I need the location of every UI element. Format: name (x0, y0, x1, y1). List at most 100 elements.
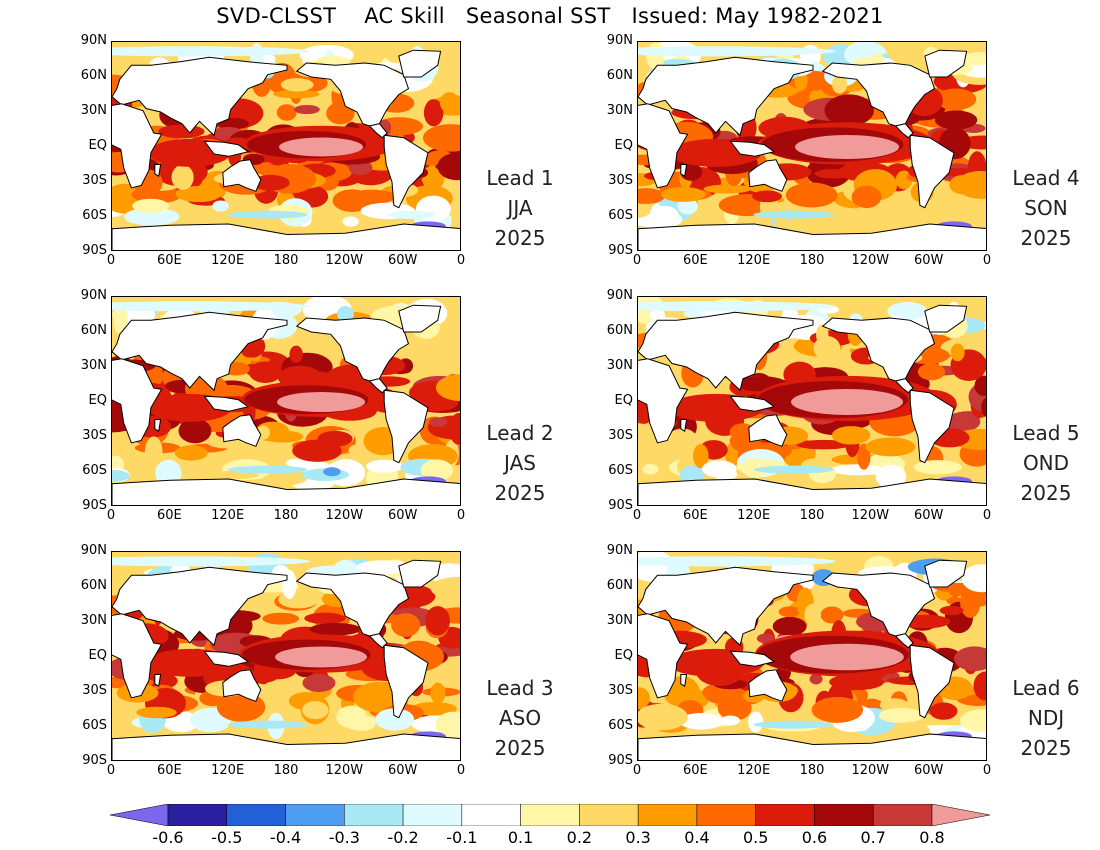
land-australia (222, 159, 262, 192)
lead-season: NDJ (1027, 706, 1065, 730)
land-africa (638, 613, 689, 699)
land-eurasia (638, 566, 814, 647)
skill-map-panel (111, 41, 461, 251)
lead-lead: Lead 6 (1012, 676, 1080, 700)
lat-tick-label: 90N (606, 33, 633, 48)
lat-tick-label: 30S (82, 173, 107, 188)
colorbar-box (755, 804, 815, 826)
land-greenland (398, 559, 442, 588)
lat-tick-label: 60S (82, 208, 107, 223)
lat-tick-label: 30N (606, 103, 633, 118)
land-australia (748, 669, 788, 702)
colorbar (110, 804, 990, 826)
land-north-america (295, 317, 410, 382)
skill-map-panel (637, 41, 987, 251)
land-greenland (398, 304, 442, 333)
land-madagascar (680, 164, 688, 178)
lon-tick-label: 0 (982, 508, 992, 523)
colorbar-tick-label: 0.6 (801, 828, 828, 847)
land-africa (112, 103, 163, 189)
lat-tick-label: 90S (82, 753, 107, 768)
lead-label: Lead 5 OND 2025 (991, 418, 1100, 508)
colorbar-tick-label: 0.2 (566, 828, 593, 847)
skill-map (638, 297, 986, 505)
lon-tick-label: 0 (982, 763, 992, 778)
lon-tick-label: 0 (456, 763, 466, 778)
skill-map (112, 552, 460, 760)
colorbar-tick-label: -0.3 (328, 828, 360, 847)
lat-tick-label: 30N (606, 358, 633, 373)
lat-tick-label: EQ (614, 648, 633, 663)
colorbar-box (226, 804, 286, 826)
lon-tick-label: 120W (325, 253, 364, 268)
land-australia (748, 159, 788, 192)
lead-year: 2025 (494, 226, 546, 250)
lead-label: Lead 6 NDJ 2025 (991, 673, 1100, 763)
colorbar-tick-label: -0.5 (211, 828, 243, 847)
lead-season: JJA (507, 196, 533, 220)
land-antarctica (112, 733, 460, 760)
land-australia (222, 414, 262, 447)
figure-title: SVD-CLSST AC Skill Seasonal SST Issued: … (216, 4, 884, 28)
lat-tick-label: EQ (614, 393, 633, 408)
lat-tick-label: 60S (82, 718, 107, 733)
lat-tick-label: 60N (80, 68, 107, 83)
lat-tick-label: EQ (88, 393, 107, 408)
colorbar-tick-label: 0.8 (919, 828, 945, 847)
lat-tick-label: 30S (82, 683, 107, 698)
colorbar-box (402, 804, 463, 826)
lat-tick-label: 90S (82, 498, 107, 513)
skill-map-panel (111, 551, 461, 761)
land-south-america (383, 134, 429, 209)
lead-season: OND (1022, 451, 1070, 475)
lon-tick-label: 120E (737, 508, 771, 523)
lat-tick-label: 60S (608, 463, 633, 478)
lon-tick-label: 120W (325, 508, 364, 523)
lat-tick-label: 90N (606, 288, 633, 303)
lat-tick-label: 90S (608, 753, 633, 768)
lat-tick-label: 90S (608, 498, 633, 513)
land-africa (112, 358, 163, 444)
land-indonesia (203, 140, 250, 157)
lead-label: Lead 1 JJA 2025 (465, 163, 575, 253)
colorbar-box (814, 804, 874, 826)
colorbar-box (872, 804, 933, 826)
colorbar-box (461, 804, 521, 826)
colorbar-box (167, 804, 228, 826)
lon-tick-label: 60E (156, 763, 182, 778)
lon-tick-label: 0 (456, 253, 466, 268)
lon-tick-label: 60E (682, 508, 708, 523)
lat-tick-label: EQ (88, 138, 107, 153)
land-australia (222, 669, 262, 702)
lon-tick-label: 120W (851, 763, 890, 778)
colorbar-box (520, 804, 580, 826)
lead-year: 2025 (1020, 226, 1072, 250)
lead-label: Lead 4 SON 2025 (991, 163, 1100, 253)
land-south-america (383, 644, 429, 719)
lat-tick-label: 30S (608, 428, 633, 443)
lat-tick-label: 60N (606, 578, 633, 593)
lat-tick-label: 30S (82, 428, 107, 443)
lat-tick-label: 90N (80, 543, 107, 558)
land-north-america (821, 62, 936, 127)
colorbar-max-arrow (931, 804, 990, 826)
lat-tick-label: 30N (80, 358, 107, 373)
lon-tick-label: 0 (632, 508, 642, 523)
colorbar-box (637, 804, 698, 826)
land-south-america (909, 644, 955, 719)
lon-tick-label: 0 (632, 763, 642, 778)
land-north-america (295, 572, 410, 637)
land-indonesia (729, 395, 776, 412)
lon-tick-label: 60W (913, 508, 944, 523)
land-greenland (924, 559, 968, 588)
land-indonesia (203, 395, 250, 412)
colorbar-tick-label: -0.1 (446, 828, 478, 847)
skill-map-panel (637, 551, 987, 761)
lead-lead: Lead 2 (486, 421, 554, 445)
land-australia (748, 414, 788, 447)
land-eurasia (638, 56, 814, 137)
lat-tick-label: 30S (608, 173, 633, 188)
lat-tick-label: 90S (82, 243, 107, 258)
skill-map-panel (111, 296, 461, 506)
lead-label: Lead 2 JAS 2025 (465, 418, 575, 508)
